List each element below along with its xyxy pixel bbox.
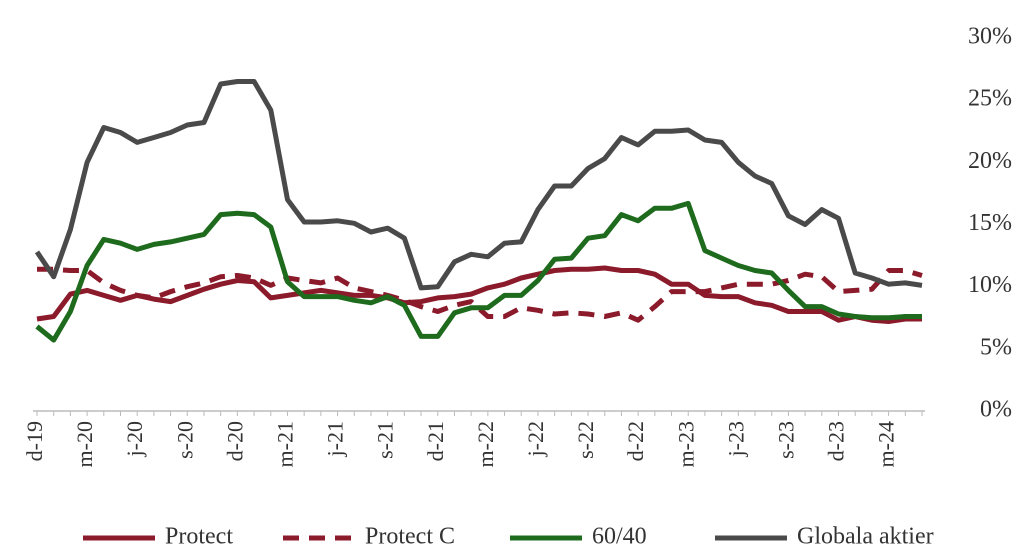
x-tick-label: s-20: [172, 421, 197, 459]
y-tick-label: 5%: [980, 334, 1012, 360]
x-tick-label: d-19: [22, 421, 47, 461]
x-tick-label: d-20: [222, 421, 247, 461]
legend-label: Protect: [165, 524, 233, 550]
x-tick-label: s-23: [773, 421, 798, 459]
x-tick-label: m-24: [874, 421, 899, 467]
y-tick-label: 25%: [968, 86, 1012, 112]
x-tick-label: m-20: [72, 421, 97, 467]
line-series: [37, 266, 923, 323]
y-tick-label: 20%: [968, 148, 1012, 174]
x-tick-label: d-21: [423, 421, 448, 461]
x-tick-label: m-23: [673, 421, 698, 467]
legend-label: 60/40: [592, 524, 647, 550]
x-tick-label: d-22: [623, 421, 648, 461]
y-tick-label: 0%: [980, 397, 1012, 423]
x-tick-label: j-20: [122, 421, 147, 457]
line-series: [35, 200, 922, 343]
x-tick-label: d-23: [824, 421, 849, 461]
line-series: [36, 265, 922, 324]
legend-label: Protect C: [365, 524, 455, 550]
x-tick-label: s-21: [373, 421, 398, 459]
x-tick-label: m-21: [273, 421, 298, 467]
y-tick-label: 15%: [968, 210, 1012, 236]
y-tick-label: 10%: [968, 272, 1012, 298]
x-tick-label: s-22: [573, 421, 598, 459]
x-tick-label: j-22: [523, 421, 548, 457]
y-tick-label: 30%: [968, 24, 1012, 50]
legend-label: Globala aktier: [797, 524, 934, 550]
x-tick-label: j-23: [723, 421, 748, 457]
x-tick-label: j-21: [323, 421, 348, 457]
x-tick-label: m-22: [473, 421, 498, 467]
line-series: [34, 79, 923, 291]
